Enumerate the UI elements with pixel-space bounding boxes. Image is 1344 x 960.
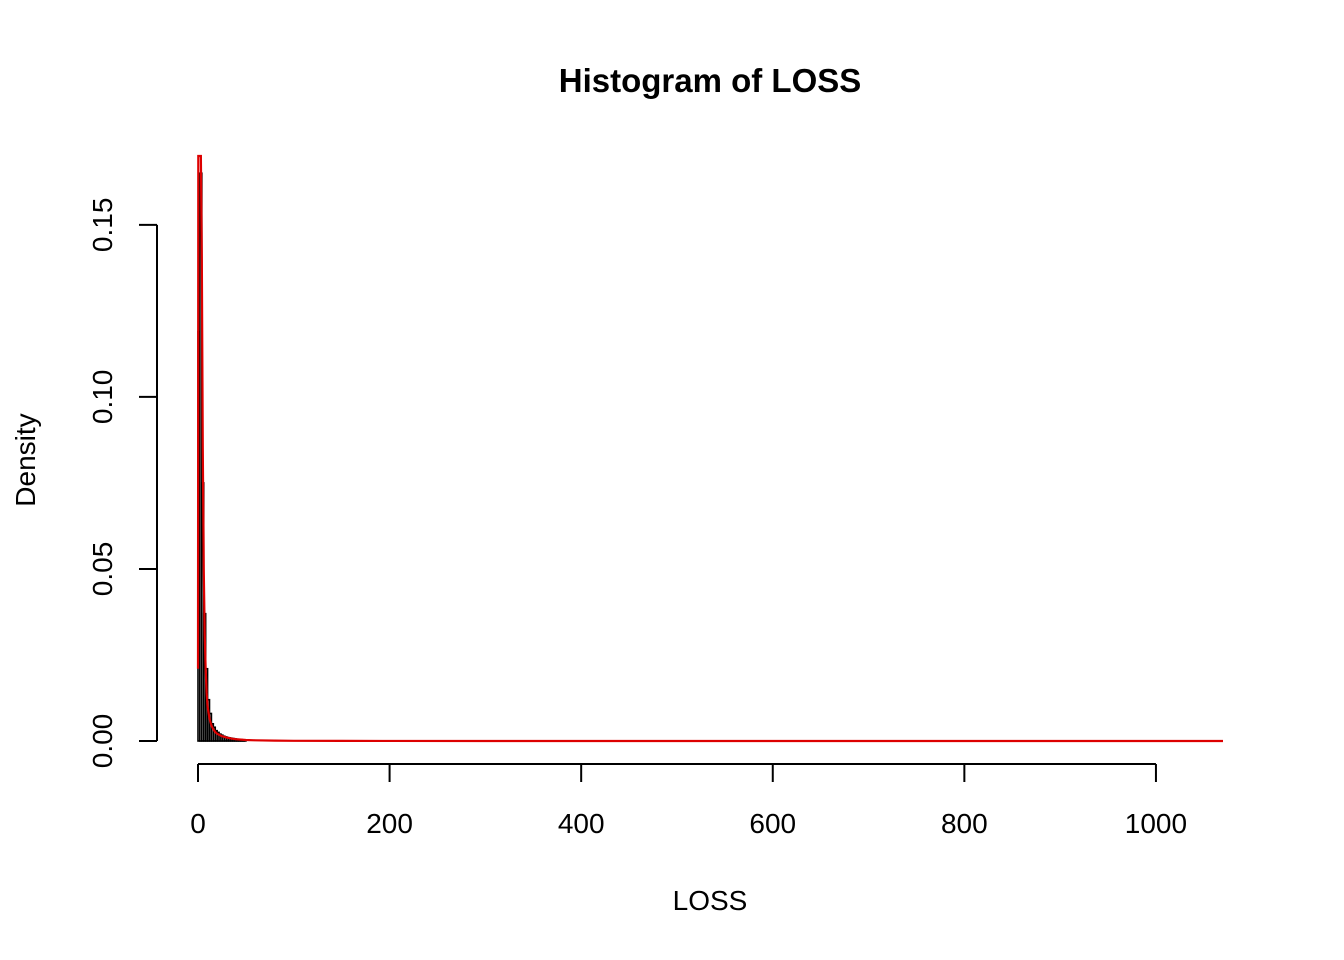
y-tick-label: 0.15	[87, 198, 118, 253]
x-axis-label: LOSS	[673, 885, 748, 916]
x-tick-label: 200	[366, 808, 413, 839]
x-tick-label: 600	[749, 808, 796, 839]
x-tick-label: 400	[558, 808, 605, 839]
density-curve-layer	[196, 154, 1223, 743]
x-axis: 0 200 400 600 800 1000	[190, 763, 1187, 839]
y-axis-label: Density	[10, 413, 41, 506]
x-tick-label: 0	[190, 808, 206, 839]
y-tick-label: 0.00	[87, 714, 118, 769]
x-tick-label: 800	[941, 808, 988, 839]
y-axis: 0.00 0.05 0.10 0.15	[87, 198, 158, 769]
chart-title: Histogram of LOSS	[559, 62, 862, 99]
density-curve	[196, 154, 1223, 743]
y-tick-label: 0.05	[87, 542, 118, 597]
x-tick-label: 1000	[1125, 808, 1187, 839]
y-tick-label: 0.10	[87, 370, 118, 425]
